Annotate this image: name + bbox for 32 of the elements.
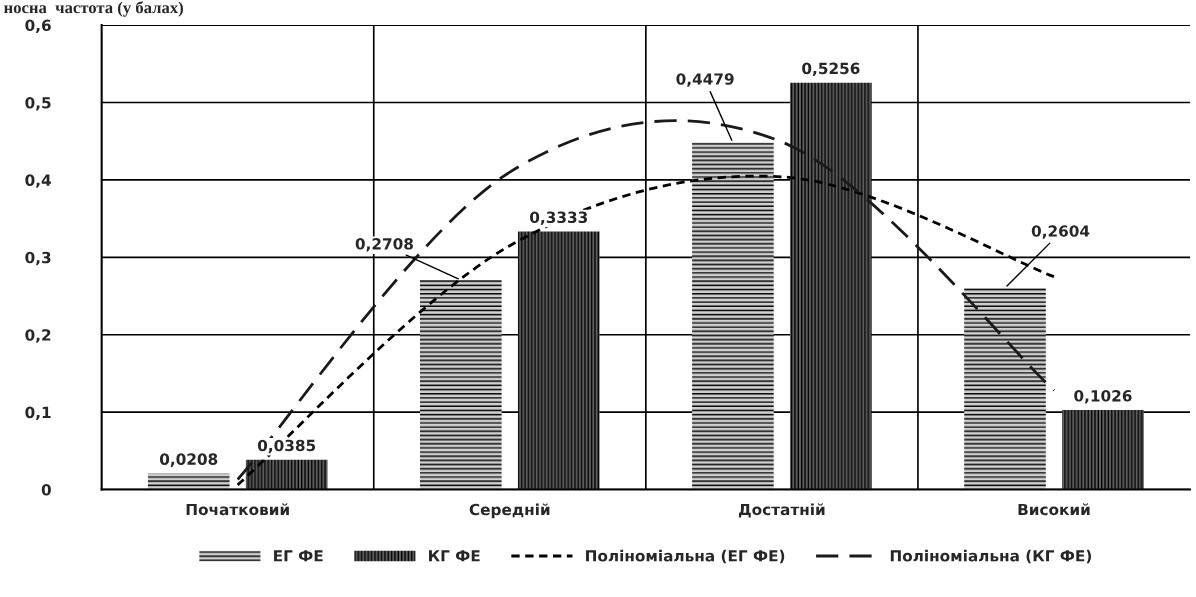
bar bbox=[790, 82, 872, 490]
legend-label: КГ ФЕ bbox=[429, 550, 480, 562]
bar bbox=[517, 231, 600, 490]
y-tick-label: 0,1 bbox=[25, 406, 51, 421]
data-label: 0,2708 bbox=[355, 238, 413, 252]
x-tick-label: Початковий bbox=[186, 503, 289, 516]
legend-label: Поліноміальна (КГ ФЕ) bbox=[890, 549, 1092, 564]
data-label: 0,5256 bbox=[802, 62, 860, 77]
bar bbox=[692, 142, 774, 490]
legend-label: Поліноміальна (ЕГ ФЕ) bbox=[586, 549, 785, 564]
x-tick-label: Високий bbox=[1018, 503, 1090, 516]
y-tick-label: 0,5 bbox=[25, 96, 51, 111]
bar bbox=[1062, 410, 1144, 490]
bar bbox=[964, 287, 1046, 490]
y-tick-label: 0,4 bbox=[25, 174, 51, 188]
bar bbox=[245, 459, 328, 490]
x-tick-label: Достатній bbox=[738, 503, 825, 518]
chart-title: носна частота (у балах) bbox=[4, 1, 183, 17]
data-label: 0,3333 bbox=[530, 211, 588, 225]
x-tick-label: Середній bbox=[469, 503, 550, 519]
legend-label: ЕГ ФЕ bbox=[274, 550, 323, 562]
y-tick-label: 0,6 bbox=[25, 19, 51, 34]
data-label: 0,1026 bbox=[1074, 390, 1132, 404]
data-label: 0,2604 bbox=[1031, 225, 1090, 239]
data-label: 0,4479 bbox=[676, 73, 734, 87]
bar bbox=[147, 473, 230, 490]
y-tick-label: 0,3 bbox=[25, 251, 51, 266]
bar bbox=[420, 279, 502, 490]
y-tick-label: 0 bbox=[41, 484, 51, 496]
y-tick-label: 0,2 bbox=[25, 329, 51, 343]
data-label: 0,0208 bbox=[159, 453, 218, 467]
data-label: 0,0385 bbox=[257, 439, 316, 454]
